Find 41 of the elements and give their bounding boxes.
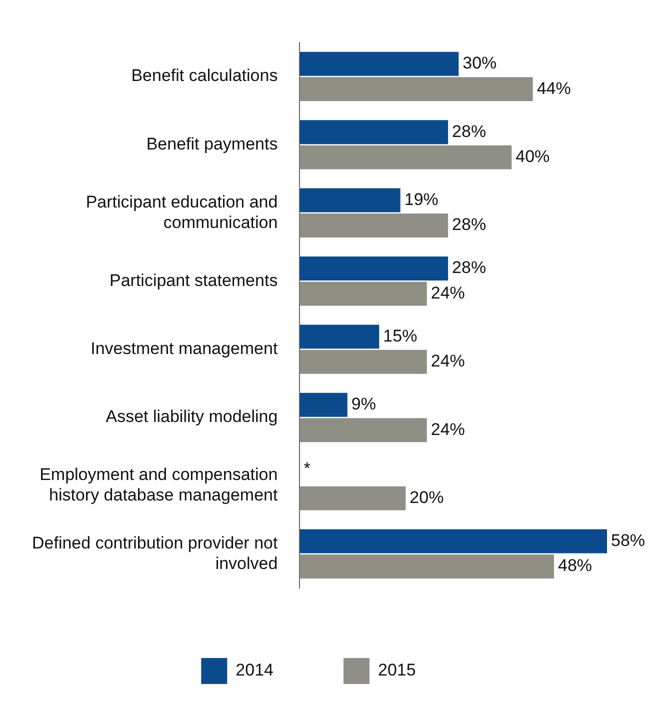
text: * [304,458,310,478]
data-label: 24% [430,420,465,439]
bar [300,350,427,374]
bar [300,324,380,349]
bar [300,529,607,554]
data-label: 58% [611,530,646,550]
data-label: 20% [410,488,444,508]
data-label: 24% [430,352,465,371]
bar [300,554,554,579]
data-label: 30% [462,54,497,73]
bar [300,120,448,144]
bar [300,145,512,170]
y-tick-label: Participant statements [110,270,278,290]
legend-label: 2015 [378,660,416,680]
data-label: 28% [452,258,486,278]
legend-label: 2014 [236,660,274,680]
y-tick-label: Benefit calculations [131,66,278,86]
y-tick-label: Asset liability modeling [106,407,278,426]
y-tick-label: Investment management [90,338,278,358]
data-label: 9% [351,394,376,414]
data-label: 15% [383,326,418,346]
y-tick-label: Benefit payments [146,134,278,154]
bar [300,77,533,102]
data-label: 40% [516,147,550,166]
bar [300,52,459,76]
bar [300,214,448,238]
bar [300,392,348,417]
bar [300,486,406,510]
bar [300,188,400,212]
data-label: 48% [558,556,592,576]
data-label: 44% [536,78,571,98]
bar [300,418,427,442]
bar [300,256,448,280]
data-label: 19% [404,190,438,209]
data-label: 28% [452,122,486,141]
y-tick-label: Participant education and communication [86,192,278,232]
data-label: 28% [452,215,486,234]
y-tick-label: Employment and compensation history database management [40,465,278,505]
bar [300,282,427,306]
data-label: 24% [430,283,465,302]
y-tick-label: Defined contribution provider not involved [32,533,278,573]
